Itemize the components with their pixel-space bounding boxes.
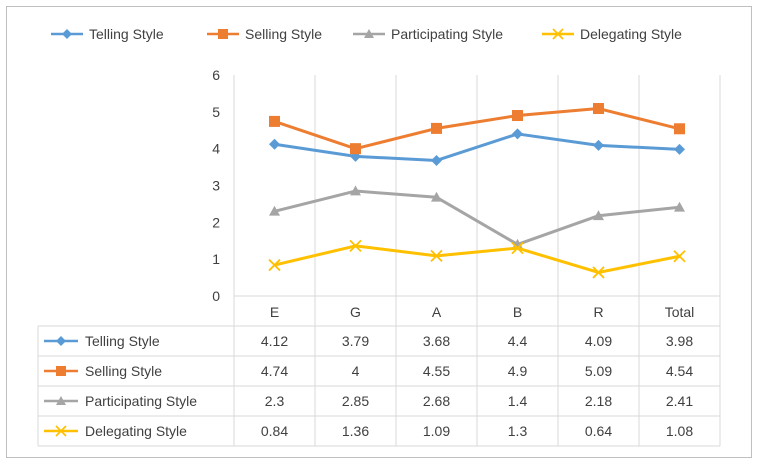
table-key-marker-1 <box>56 366 66 376</box>
chart-frame: Telling Style Selling Style Participating … <box>6 6 752 458</box>
data-point-2-2 <box>431 191 442 202</box>
table-cell-1-4: 5.09 <box>585 363 612 379</box>
data-point-0-5 <box>674 143 685 155</box>
y-tick-label-2: 2 <box>212 214 220 230</box>
data-point-3-0 <box>268 258 281 272</box>
legend-marker-3 <box>552 28 564 40</box>
table-cell-1-1: 4 <box>352 363 360 379</box>
data-point-1-4 <box>593 103 604 115</box>
data-point-3-1 <box>349 239 362 253</box>
series-line-3 <box>274 244 680 274</box>
x-category-label-2: A <box>432 304 442 320</box>
legend-label-2: Participating Style <box>391 26 503 42</box>
table-cell-1-5: 4.54 <box>666 363 693 379</box>
table-series-label-3: Delegating Style <box>85 423 187 439</box>
table-cell-0-5: 3.98 <box>666 333 693 349</box>
table-cell-0-1: 3.79 <box>342 333 369 349</box>
table-cell-2-3: 1.4 <box>508 393 528 409</box>
y-tick-label-0: 0 <box>212 288 220 304</box>
table-cell-3-1: 1.36 <box>342 423 369 439</box>
data-point-3-4 <box>592 266 605 279</box>
legend-label-1: Selling Style <box>245 26 322 42</box>
legend-label-0: Telling Style <box>89 26 164 42</box>
table-series-label-0: Telling Style <box>85 333 160 349</box>
data-point-1-0 <box>269 115 280 127</box>
data-point-0-3 <box>512 128 523 140</box>
series-line-0 <box>274 132 680 162</box>
data-point-2-0 <box>269 205 280 216</box>
table-cell-2-5: 2.41 <box>666 393 693 409</box>
y-tick-label-1: 1 <box>212 251 220 267</box>
y-tick-label-4: 4 <box>212 141 220 157</box>
table-key-marker-0 <box>56 336 66 346</box>
table-cell-2-1: 2.85 <box>342 393 369 409</box>
table-series-label-1: Selling Style <box>85 363 162 379</box>
table-cell-1-2: 4.55 <box>423 363 450 379</box>
data-point-0-0 <box>269 138 280 150</box>
table-cell-0-3: 4.4 <box>508 333 528 349</box>
x-category-label-1: G <box>350 304 361 320</box>
data-point-3-3 <box>511 241 524 255</box>
line-chart-with-data-table: Telling Style Selling Style Participating … <box>37 26 721 447</box>
table-cell-2-4: 2.18 <box>585 393 612 409</box>
table-cell-3-5: 1.08 <box>666 423 693 439</box>
table-series-label-2: Participating Style <box>85 393 197 409</box>
table-cell-3-0: 0.84 <box>261 423 288 439</box>
legend-marker-1 <box>218 29 228 39</box>
x-category-label-0: E <box>270 304 279 320</box>
y-tick-label-3: 3 <box>212 178 220 194</box>
data-point-3-2 <box>430 249 443 262</box>
table-cell-0-0: 4.12 <box>261 333 288 349</box>
table-cell-1-0: 4.74 <box>261 363 288 379</box>
table-cell-0-2: 3.68 <box>423 333 450 349</box>
table-cell-2-2: 2.68 <box>423 393 450 409</box>
data-point-1-1 <box>350 143 361 155</box>
data-point-2-1 <box>350 185 361 196</box>
table-cell-2-0: 2.3 <box>265 393 285 409</box>
x-category-label-3: B <box>513 304 522 320</box>
data-point-3-5 <box>673 250 686 263</box>
table-key-marker-2 <box>56 396 66 405</box>
legend-label-3: Delegating Style <box>580 26 682 42</box>
table-cell-0-4: 4.09 <box>585 333 612 349</box>
y-tick-label-5: 5 <box>212 104 220 120</box>
data-point-1-5 <box>674 123 685 135</box>
series-line-1 <box>274 107 680 151</box>
y-tick-label-6: 6 <box>212 67 220 83</box>
table-cell-3-4: 0.64 <box>585 423 612 439</box>
data-point-2-5 <box>674 201 685 212</box>
table-cell-3-2: 1.09 <box>423 423 450 439</box>
table-cell-1-3: 4.9 <box>508 363 528 379</box>
data-point-1-2 <box>431 122 442 134</box>
data-point-2-4 <box>593 210 604 221</box>
data-point-1-3 <box>512 110 523 122</box>
table-cell-3-3: 1.3 <box>508 423 528 439</box>
x-category-label-5: Total <box>665 304 695 320</box>
series-line-2 <box>274 189 680 246</box>
data-point-0-4 <box>593 139 604 151</box>
table-key-marker-3 <box>55 425 67 437</box>
legend-marker-0 <box>62 29 72 39</box>
data-point-0-2 <box>431 154 442 166</box>
x-category-label-4: R <box>593 304 603 320</box>
legend-marker-2 <box>364 29 374 38</box>
